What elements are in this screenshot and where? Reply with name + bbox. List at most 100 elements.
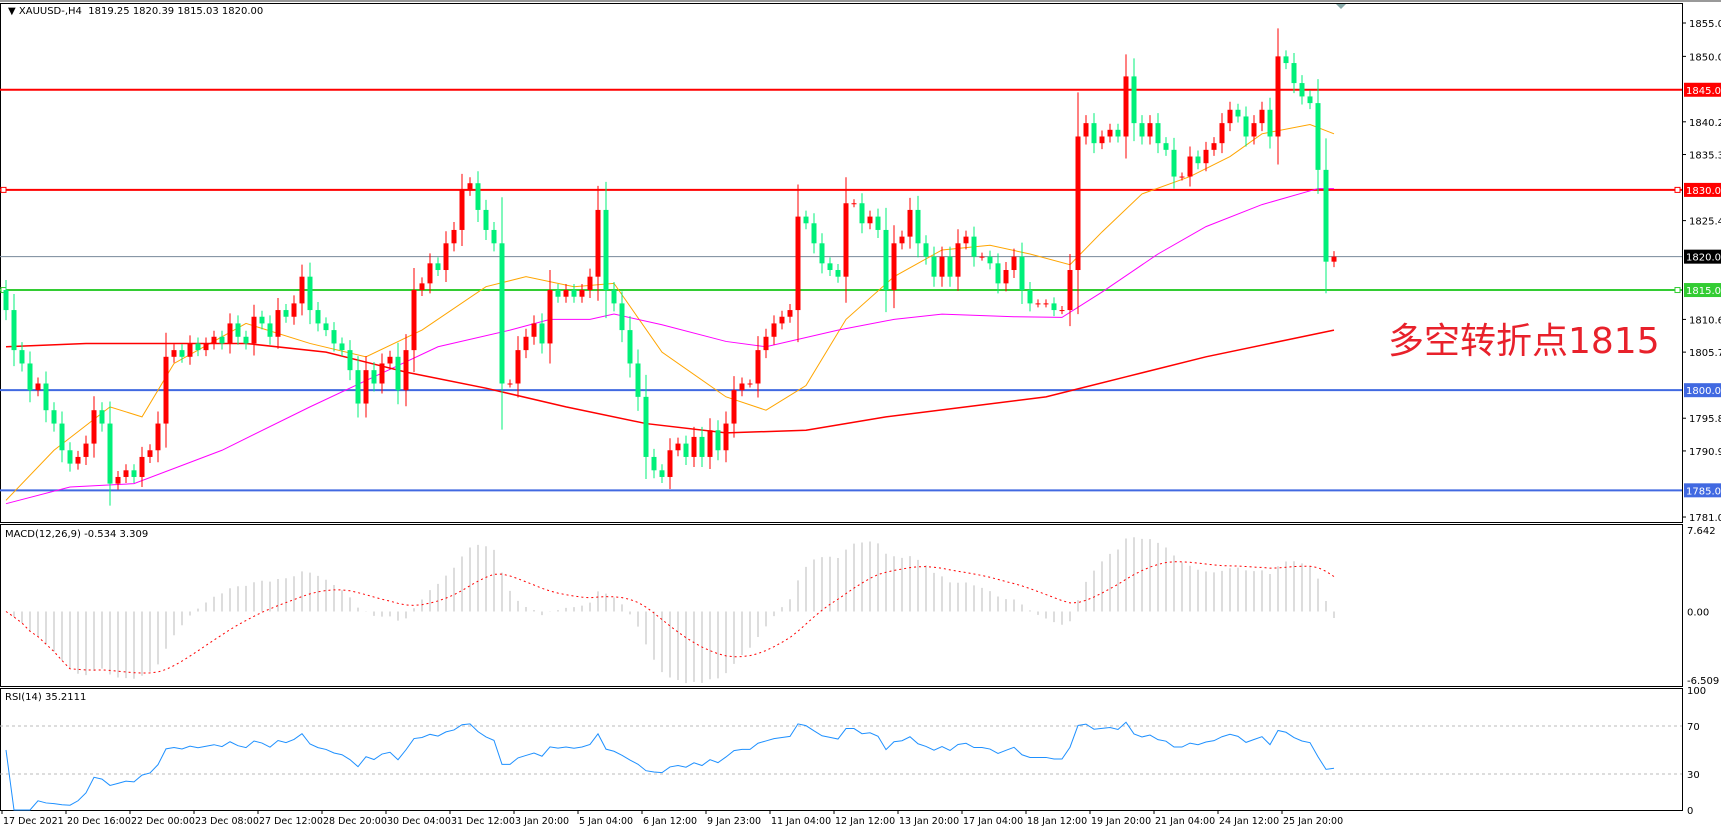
candle-body: [131, 470, 137, 477]
level-tag-label: 1820.00: [1686, 253, 1721, 264]
candle-body: [1139, 123, 1145, 137]
moving-average-mid: [5, 188, 1334, 505]
candle: [1043, 299, 1049, 308]
level-tag: [1684, 249, 1721, 264]
candle-body: [675, 443, 681, 451]
candle: [1155, 113, 1161, 154]
level-tag-label: 1815.00: [1686, 286, 1721, 297]
candle: [723, 411, 729, 463]
candle: [1307, 90, 1313, 110]
candle: [1243, 106, 1249, 147]
candle-body: [363, 370, 369, 404]
candle: [1051, 297, 1057, 317]
candle-body: [795, 216, 801, 311]
candle: [667, 438, 673, 489]
candle-body: [771, 323, 777, 337]
candle: [371, 362, 377, 392]
candle-body: [611, 290, 617, 304]
candle: [459, 173, 465, 246]
macd-label: MACD(12,26,9) -0.534 3.309: [5, 529, 148, 540]
candle: [1227, 101, 1233, 132]
candle-body: [283, 310, 289, 317]
candle-body: [1099, 136, 1105, 144]
candle: [947, 246, 953, 287]
level-tag: [1684, 182, 1721, 197]
candle-body: [603, 209, 609, 291]
candle: [787, 304, 793, 323]
candle-body: [1179, 176, 1185, 178]
candle: [1171, 137, 1177, 189]
symbol-name: XAUUSD-,H4: [18, 6, 82, 17]
candle: [907, 197, 913, 249]
candle: [219, 330, 225, 350]
candle: [659, 464, 665, 483]
candle: [91, 396, 97, 458]
candle-body: [691, 436, 697, 457]
time-tick-label: 22 Dec 00:00: [131, 816, 195, 827]
candle-body: [451, 229, 457, 244]
candle-body: [595, 209, 601, 277]
level-tag-label: 1845.00: [1686, 86, 1721, 97]
time-tick-label: 19 Jan 20:00: [1091, 816, 1151, 827]
candle: [1211, 137, 1217, 156]
candle-body: [539, 323, 545, 344]
candle-body: [403, 350, 409, 391]
candle: [115, 470, 121, 490]
candle-body: [203, 343, 209, 351]
candle: [779, 310, 785, 330]
candle-body: [1267, 109, 1273, 137]
candle-body: [947, 256, 953, 277]
candle-body: [1251, 123, 1257, 137]
candle: [539, 313, 545, 354]
candle-body: [1219, 123, 1225, 144]
candle: [515, 336, 521, 398]
candle-body: [819, 243, 825, 264]
candle-body: [443, 243, 449, 271]
candle-body: [171, 350, 177, 357]
candle-body: [1155, 123, 1161, 144]
candle: [163, 332, 169, 448]
candle-body: [1227, 109, 1233, 124]
candle: [1203, 141, 1209, 172]
level-anchor-icon: [1674, 287, 1681, 294]
rsi-axis-label: 30: [1687, 770, 1700, 781]
candle: [1283, 50, 1289, 70]
candle: [611, 282, 617, 312]
candle-body: [1331, 256, 1337, 262]
candle-body: [995, 263, 1001, 284]
time-tick-label: 9 Jan 23:00: [707, 816, 761, 827]
candle-body: [1163, 143, 1169, 150]
candle: [979, 252, 985, 261]
candle: [419, 277, 425, 297]
candle-body: [1083, 123, 1089, 137]
macd-axis-label: -6.509: [1687, 676, 1719, 687]
candle: [427, 253, 433, 294]
candle-body: [907, 209, 913, 237]
time-tick-label: 17 Dec 2021: [3, 816, 64, 827]
candle-body: [1275, 56, 1281, 137]
candle: [259, 310, 265, 330]
candle: [499, 197, 505, 430]
candle-body: [1195, 156, 1201, 164]
candle-body: [155, 423, 161, 451]
time-tick-label: 24 Jan 12:00: [1219, 816, 1279, 827]
candle-body: [579, 290, 585, 297]
candle: [651, 448, 657, 479]
candle: [523, 328, 529, 359]
candle-body: [1283, 56, 1289, 64]
candle-body: [147, 450, 153, 457]
candle: [347, 340, 353, 381]
candle: [883, 207, 889, 313]
price-tick-label: 1840.20: [1689, 118, 1721, 129]
candle: [795, 184, 801, 343]
candle: [1027, 282, 1033, 312]
candle: [475, 171, 481, 222]
time-tick-label: 27 Dec 12:00: [259, 816, 323, 827]
candle-body: [627, 330, 633, 364]
time-tick-label: 13 Jan 20:00: [899, 816, 959, 827]
candle-body: [179, 350, 185, 357]
candle: [1075, 92, 1081, 315]
candle: [715, 420, 721, 461]
candle-body: [115, 476, 121, 484]
